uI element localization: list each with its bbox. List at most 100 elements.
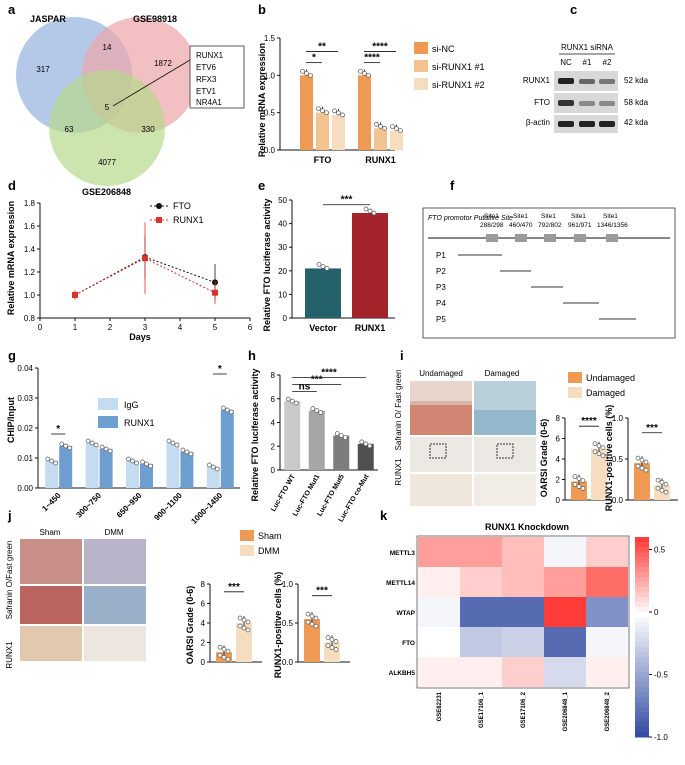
legend-text-si-nc: si-NC xyxy=(432,44,455,54)
chart-g-point xyxy=(180,447,186,453)
chart-b-bar-RUNX1-2 xyxy=(390,130,403,150)
chart-h-ytick-label: 0 xyxy=(271,466,276,475)
chart-b-sig-4-label: **** xyxy=(372,41,388,52)
heatmap-cell-1-4 xyxy=(586,567,628,597)
chart-g-bar-0-4 xyxy=(206,467,220,488)
chart-b-bar-FTO-2 xyxy=(332,114,345,150)
chart-i-right-point xyxy=(655,485,661,491)
colorbar-segment xyxy=(635,632,649,638)
chart-b-point xyxy=(304,70,309,76)
chart-j-left-ytick-label: 4 xyxy=(201,619,206,628)
promoter-sites: Site1 288/298 Site1 460/470 Site1 792/80… xyxy=(480,213,628,242)
chart-i-right-plot: 0.0 0.5 1.0 *** xyxy=(612,414,678,505)
chart-g-point xyxy=(228,409,234,415)
panel-i: i Undamaged Damaged Safranin O/ Fast gre… xyxy=(394,348,678,511)
chart-j-right-point xyxy=(333,647,339,652)
heatmap-title: RUNX1 Knockdown xyxy=(485,522,569,532)
chart-e-sig-label: *** xyxy=(341,195,353,206)
chart-g-point xyxy=(53,460,59,466)
chart-g-point xyxy=(99,444,105,450)
chart-j-right-point xyxy=(333,639,339,644)
chart-g-bar-0-2 xyxy=(126,461,139,488)
histo-j-dmm-bottom xyxy=(84,626,146,661)
panel-label-b: b xyxy=(258,2,266,17)
chart-h-sig-3-label: **** xyxy=(321,367,337,378)
chart-h-ytick-label: 6 xyxy=(271,395,276,404)
chart-i-right-point xyxy=(639,457,645,463)
chart-h-point xyxy=(285,396,291,402)
chart-e-ytick-label: 20 xyxy=(278,267,287,276)
fragment-label-p3: P3 xyxy=(436,283,446,292)
histo-i-rowlabel-0: Safranin O/ Fast green xyxy=(394,370,403,451)
chart-j-right-bar-Sham xyxy=(304,619,320,662)
chart-g-ytick-label: 0.02 xyxy=(17,424,33,433)
heatmap-cell-0-3 xyxy=(544,537,586,567)
chart-i-right-point xyxy=(639,465,645,471)
chart-j-right-point xyxy=(329,637,335,642)
chart-e-ytick-label: 30 xyxy=(278,243,287,252)
chart-j-right-point xyxy=(305,611,311,617)
chart-g-bar-1-4 xyxy=(220,410,234,488)
blot-size-fto: 58 kda xyxy=(624,98,649,107)
panel-b: b Relative mRNA expression 0.0 0.5 1.0 1.5 F… xyxy=(257,2,485,165)
site-pos-5: 1346/1356 xyxy=(597,222,628,229)
fragment-label-p5: P5 xyxy=(436,315,446,324)
site-box-1 xyxy=(486,234,498,242)
histo-j-dmm-top xyxy=(84,539,146,584)
chart-g-bar-1-2 xyxy=(140,464,153,488)
chart-h-bar-0 xyxy=(284,401,301,470)
venn-count-jaspar: 317 xyxy=(36,65,50,74)
blot-band-fto-1 xyxy=(579,101,595,106)
chart-d-plot: 0.8 1.0 1.2 1.4 1.6 1.8 0 1 2 3 4 5 6 xyxy=(24,199,253,332)
colorbar-segment xyxy=(635,617,649,623)
chart-g-xtick-label: 1~450 xyxy=(40,491,63,514)
blot-band-fto-nc xyxy=(558,100,574,106)
chart-g-xtick-label: 300~750 xyxy=(74,491,103,520)
heatmap-cell-3-1 xyxy=(460,627,502,657)
chart-d-legend: FTO RUNX1 xyxy=(150,201,204,225)
legend-text-damaged-i: Damaged xyxy=(586,388,625,398)
chart-e-ytick-label: 10 xyxy=(278,290,287,299)
chart-g-point xyxy=(103,446,109,452)
chart-i-left-ytick-label: 0 xyxy=(556,496,561,505)
chart-b-sig-2-label: ** xyxy=(318,41,326,52)
blot-band-actin-nc xyxy=(558,121,574,127)
chart-h-bar-1 xyxy=(308,410,325,470)
chart-i-left-ytick-label: 2 xyxy=(556,476,561,485)
chart-i-right-point xyxy=(635,463,641,469)
chart-g-bar-0-3 xyxy=(166,443,180,488)
chart-g-point xyxy=(166,438,172,444)
chart-e-ytick-label: 50 xyxy=(278,196,287,205)
histo-i-runx1-undamaged xyxy=(410,437,472,472)
chart-h-point xyxy=(334,431,340,436)
blot-row-runx1: RUNX1 xyxy=(523,76,551,85)
chart-d-line-FTO xyxy=(74,256,216,296)
panel-label-d: d xyxy=(8,178,16,193)
panel-c: c RUNX1 siRNA NC #1 #2 RUNX1 FTO β-actin… xyxy=(523,2,649,133)
colorbar-segment xyxy=(635,637,649,643)
blot-lane-1: #1 xyxy=(583,58,592,67)
chart-i-right-ytick-label: 1.0 xyxy=(612,414,624,423)
chart-b-point xyxy=(394,126,399,131)
colorbar-segment xyxy=(635,542,649,548)
chart-j-right-ytick-label: 1.0 xyxy=(282,580,294,589)
legend-swatch-si-nc xyxy=(414,42,428,54)
colorbar-segment xyxy=(635,657,649,663)
promoter-site-3: Site1 792/802 xyxy=(538,213,562,242)
heatmap-cell-3-4 xyxy=(586,627,628,657)
chart-h-point xyxy=(289,398,295,404)
chart-b-ytick-label: 0.0 xyxy=(264,146,276,155)
chart-j-right-ylabel: RUNX1-positive cells (%) xyxy=(273,572,283,679)
heatmap-cell-1-2 xyxy=(502,567,544,597)
legend-text-runx1-g: RUNX1 xyxy=(124,418,155,428)
chart-i-right-point xyxy=(643,459,649,465)
chart-e-ytick-label: 0 xyxy=(283,314,288,323)
venn-count-j-g98: 14 xyxy=(103,43,112,52)
chart-d-xtick-label: 5 xyxy=(213,323,218,332)
chart-b-bar-RUNX1-1 xyxy=(374,128,387,150)
chart-j-right-point xyxy=(325,643,331,648)
chart-j-left-sig-label: *** xyxy=(228,582,240,593)
colorbar-segment xyxy=(635,687,649,693)
blot-band-fto-2 xyxy=(599,101,615,106)
